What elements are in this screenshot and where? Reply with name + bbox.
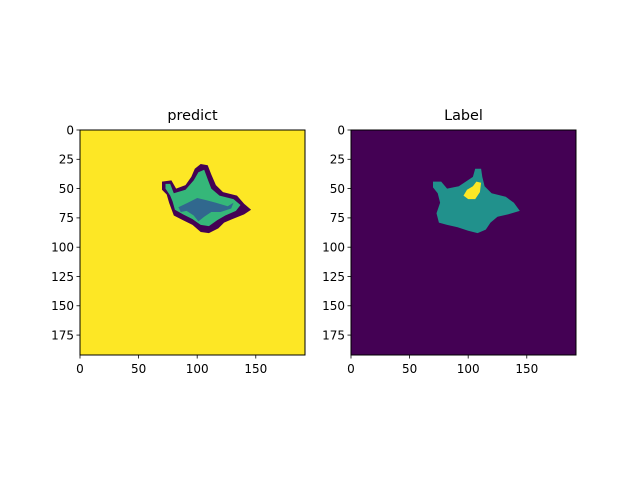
x-tick-label: 150 (515, 362, 538, 376)
y-tick-label: 25 (59, 153, 74, 167)
y-tick-label: 50 (59, 182, 74, 196)
background-region (351, 130, 576, 355)
y-tick-label: 50 (330, 182, 345, 196)
y-tick-label: 25 (330, 153, 345, 167)
x-tick-label: 100 (457, 362, 480, 376)
y-tick-label: 75 (330, 211, 345, 225)
region-teal (433, 168, 520, 234)
y-tick-label: 100 (322, 240, 345, 254)
y-tick-label: 125 (322, 270, 345, 284)
image-area (351, 130, 576, 355)
label-title: Label (444, 108, 483, 124)
y-tick-label: 150 (322, 299, 345, 313)
region-yellow (463, 181, 482, 200)
x-tick-label: 0 (76, 362, 84, 376)
x-tick-label: 100 (186, 362, 209, 376)
background-region (80, 130, 305, 355)
y-tick-label: 75 (59, 211, 74, 225)
y-tick-label: 150 (51, 299, 74, 313)
x-tick-label: 50 (402, 362, 417, 376)
region-teal (178, 198, 234, 222)
image-area (80, 130, 305, 355)
x-tick-label: 0 (347, 362, 355, 376)
y-tick-label: 0 (66, 123, 74, 137)
label-panel: Label 0 50 100 150 0 25 50 75 100 125 150 175 (322, 108, 577, 376)
y-tick-label: 0 (337, 123, 345, 137)
axes-frame (79, 129, 306, 356)
region-green (165, 169, 241, 227)
predict-panel: predict 0 50 100 150 0 25 50 75 100 125 150 175 (51, 108, 306, 376)
y-tick-label: 125 (51, 270, 74, 284)
y-tick-label: 175 (51, 328, 74, 342)
x-tick-label: 50 (131, 362, 146, 376)
axes-frame (350, 129, 577, 356)
x-tick-label: 150 (244, 362, 267, 376)
y-tick-label: 175 (322, 328, 345, 342)
predict-title: predict (167, 108, 218, 124)
y-tick-label: 100 (51, 240, 74, 254)
